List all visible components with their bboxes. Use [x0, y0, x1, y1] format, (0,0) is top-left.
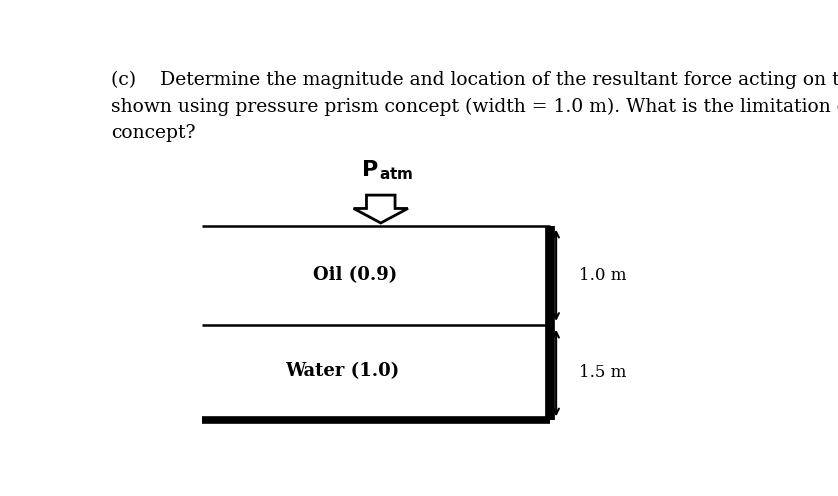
Text: Oil (0.9): Oil (0.9): [313, 266, 397, 284]
Text: 1.5 m: 1.5 m: [579, 364, 626, 381]
Text: concept?: concept?: [111, 124, 196, 142]
Text: 1.0 m: 1.0 m: [579, 267, 626, 284]
Text: shown using pressure prism concept (width = 1.0 m). What is the limitation of us: shown using pressure prism concept (widt…: [111, 98, 838, 116]
Text: $\mathbf{atm}$: $\mathbf{atm}$: [380, 166, 414, 182]
Text: (c)    Determine the magnitude and location of the resultant force acting on the: (c) Determine the magnitude and location…: [111, 71, 838, 89]
Polygon shape: [354, 195, 408, 223]
Text: Water (1.0): Water (1.0): [285, 362, 399, 380]
Text: $\mathbf{P}$: $\mathbf{P}$: [361, 160, 379, 180]
